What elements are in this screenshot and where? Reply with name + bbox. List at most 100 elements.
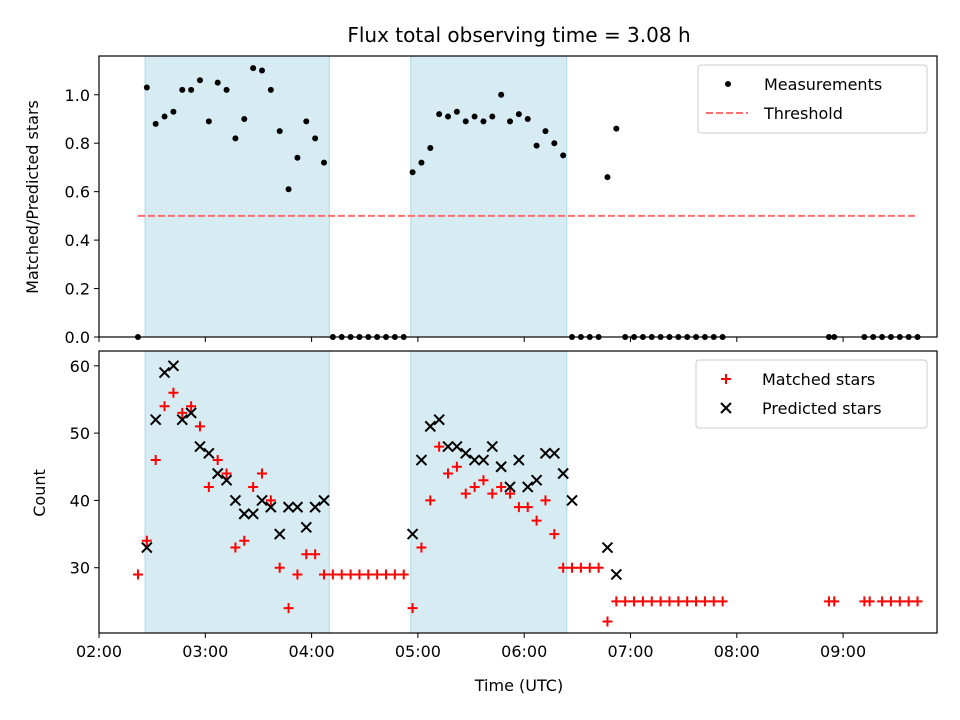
predicted-stars-point bbox=[442, 440, 454, 453]
measurement-point bbox=[161, 113, 168, 120]
measurement-point bbox=[196, 77, 203, 84]
predicted-stars-point bbox=[415, 454, 428, 466]
measurement-point bbox=[232, 135, 239, 142]
matched-stars-point bbox=[186, 401, 197, 412]
matched-stars-point bbox=[389, 569, 400, 580]
measurement-point bbox=[205, 118, 212, 125]
matched-stars-point bbox=[460, 488, 471, 499]
matched-stars-point bbox=[717, 596, 728, 607]
predicted-stars-point bbox=[601, 541, 614, 554]
matched-stars-point bbox=[407, 603, 418, 614]
x-tick-label: 02:00 bbox=[76, 642, 122, 661]
measurement-point bbox=[214, 79, 221, 86]
matched-stars-point bbox=[629, 596, 640, 607]
matched-stars-point bbox=[132, 569, 143, 580]
top-series-measurements bbox=[134, 65, 921, 340]
top-y-tick-label: 0.4 bbox=[65, 231, 90, 250]
matched-stars-point bbox=[487, 488, 498, 499]
predicted-stars-point bbox=[477, 454, 490, 466]
measurement-point bbox=[453, 108, 460, 115]
predicted-stars-point bbox=[548, 447, 561, 460]
predicted-stars-point bbox=[220, 474, 233, 486]
measurement-point bbox=[143, 84, 150, 91]
matched-stars-point bbox=[691, 596, 702, 607]
measurement-point bbox=[303, 118, 310, 125]
matched-stars-point bbox=[150, 455, 161, 466]
top-legend-measurement-swatch bbox=[725, 81, 731, 87]
top-y-tick-label: 0.2 bbox=[65, 280, 90, 299]
matched-stars-point bbox=[256, 468, 267, 479]
measurement-point bbox=[312, 135, 319, 142]
matched-stars-point bbox=[416, 542, 427, 553]
measurement-point bbox=[542, 128, 549, 135]
measurement-point bbox=[152, 120, 159, 127]
top-legend-entry-2: Threshold bbox=[763, 104, 843, 123]
top-legend-box bbox=[697, 64, 928, 134]
measurement-point bbox=[480, 118, 487, 125]
predicted-stars-point bbox=[274, 528, 286, 540]
matched-stars-point bbox=[540, 495, 551, 506]
matched-stars-point bbox=[239, 535, 250, 546]
x-tick-label: 03:00 bbox=[182, 642, 228, 661]
matched-stars-point bbox=[531, 515, 542, 526]
predicted-stars-point bbox=[522, 481, 534, 493]
predicted-stars-point bbox=[185, 407, 197, 419]
predicted-stars-point bbox=[291, 501, 304, 513]
matched-stars-point bbox=[425, 495, 436, 506]
predicted-stars-point bbox=[539, 447, 552, 460]
matched-stars-point bbox=[292, 569, 303, 580]
measurement-point bbox=[436, 111, 443, 118]
matched-stars-point bbox=[864, 596, 875, 607]
bottom-legend: Matched stars Predicted stars bbox=[695, 359, 928, 429]
matched-stars-point bbox=[602, 616, 613, 627]
matched-stars-point bbox=[168, 387, 179, 398]
top-axes-frame bbox=[98, 55, 938, 338]
top-y-tick-label: 0.6 bbox=[65, 183, 90, 202]
chart-title: Flux total observing time = 3.08 h bbox=[347, 23, 690, 47]
matched-stars-point bbox=[451, 461, 462, 472]
predicted-stars-point bbox=[229, 494, 242, 507]
top-y-tick-label: 0.8 bbox=[65, 134, 90, 153]
predicted-stars-point bbox=[557, 467, 569, 480]
bottom-legend-box bbox=[695, 359, 928, 429]
matched-stars-point bbox=[593, 562, 604, 573]
measurement-point bbox=[515, 111, 522, 118]
matched-stars-point bbox=[708, 596, 719, 607]
matched-stars-point bbox=[372, 569, 383, 580]
bottom-y-tick-label: 50 bbox=[70, 424, 90, 443]
matched-stars-point bbox=[301, 549, 312, 560]
predicted-stars-point bbox=[495, 461, 507, 473]
matched-stars-point bbox=[673, 596, 684, 607]
matched-stars-point bbox=[230, 542, 241, 553]
measurement-point bbox=[471, 113, 478, 120]
matched-stars-point bbox=[398, 569, 409, 580]
measurement-point bbox=[507, 118, 514, 125]
predicted-stars-point bbox=[504, 481, 516, 493]
top-legend: Measurements Threshold bbox=[697, 64, 928, 134]
bottom-y-tick-label: 60 bbox=[70, 357, 90, 376]
matched-stars-point bbox=[212, 455, 223, 466]
matched-stars-point bbox=[522, 502, 533, 513]
matched-stars-point bbox=[829, 596, 840, 607]
measurement-point bbox=[188, 86, 195, 93]
bottom-axes-frame bbox=[98, 350, 938, 634]
matched-stars-point bbox=[248, 481, 259, 492]
matched-stars-point bbox=[912, 596, 923, 607]
predicted-stars-point bbox=[610, 568, 623, 581]
predicted-stars-point bbox=[282, 501, 295, 513]
matched-stars-point bbox=[265, 495, 276, 506]
bottom-legend-matched-swatch bbox=[721, 374, 731, 384]
matched-stars-point bbox=[620, 596, 631, 607]
matched-stars-point bbox=[274, 562, 285, 573]
top-panel-flux-ratio: 0.0 0.2 0.4 0.6 0.8 1.0 Measurements Threshold bbox=[65, 55, 938, 347]
matched-stars-point bbox=[682, 596, 693, 607]
matched-stars-point bbox=[478, 475, 489, 486]
matched-stars-point bbox=[549, 529, 560, 540]
measurement-point bbox=[551, 140, 558, 147]
bottom-observing-window-1 bbox=[144, 350, 330, 634]
measurement-point bbox=[250, 65, 257, 72]
predicted-stars-point bbox=[460, 447, 472, 460]
top-observing-window-1 bbox=[144, 55, 330, 338]
measurement-point bbox=[223, 86, 230, 93]
